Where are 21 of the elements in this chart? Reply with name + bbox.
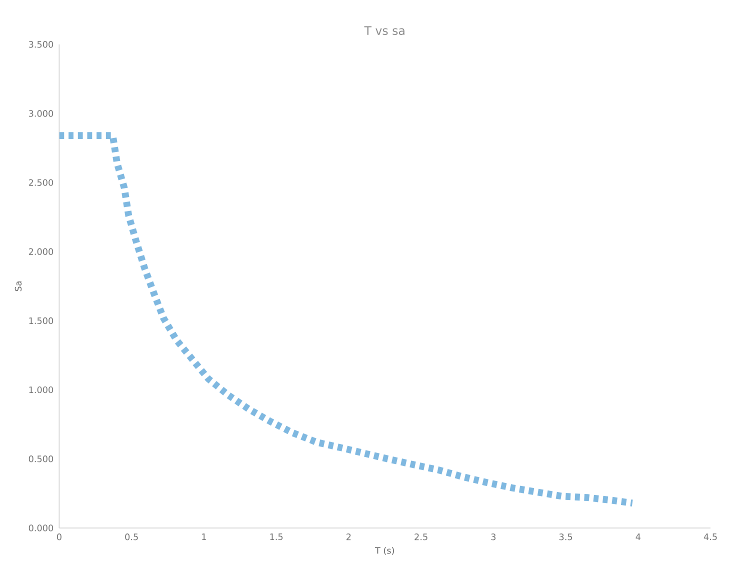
y-tick-label: 2.000 [28,248,54,255]
x-tick-label: 0.5 [125,533,138,540]
x-tick-label: 0 [56,533,62,540]
y-tick-label: 2.500 [28,179,54,186]
y-tick-label: 3.500 [28,40,54,48]
x-tick-label: 2 [346,533,351,540]
x-tick-label: 2.5 [414,533,428,540]
x-axis-title: T (s) [374,546,394,555]
y-tick-label: 1.500 [29,317,54,324]
x-tick-label: 4.5 [704,533,717,540]
chart-title: T vs sa [364,26,404,35]
x-tick-label: 1.5 [270,533,283,540]
y-tick-label: 0.500 [28,455,54,462]
x-tick-label: 3 [491,533,496,540]
y-axis-title: Sa [14,281,22,291]
x-tick-label: 1 [202,533,206,540]
y-tick-label: 0.000 [28,524,54,532]
x-tick-label: 3.5 [559,533,572,540]
y-tick-label: 3.000 [28,110,54,117]
x-tick-label: 4 [636,533,640,540]
y-tick-label: 1.000 [29,386,54,393]
